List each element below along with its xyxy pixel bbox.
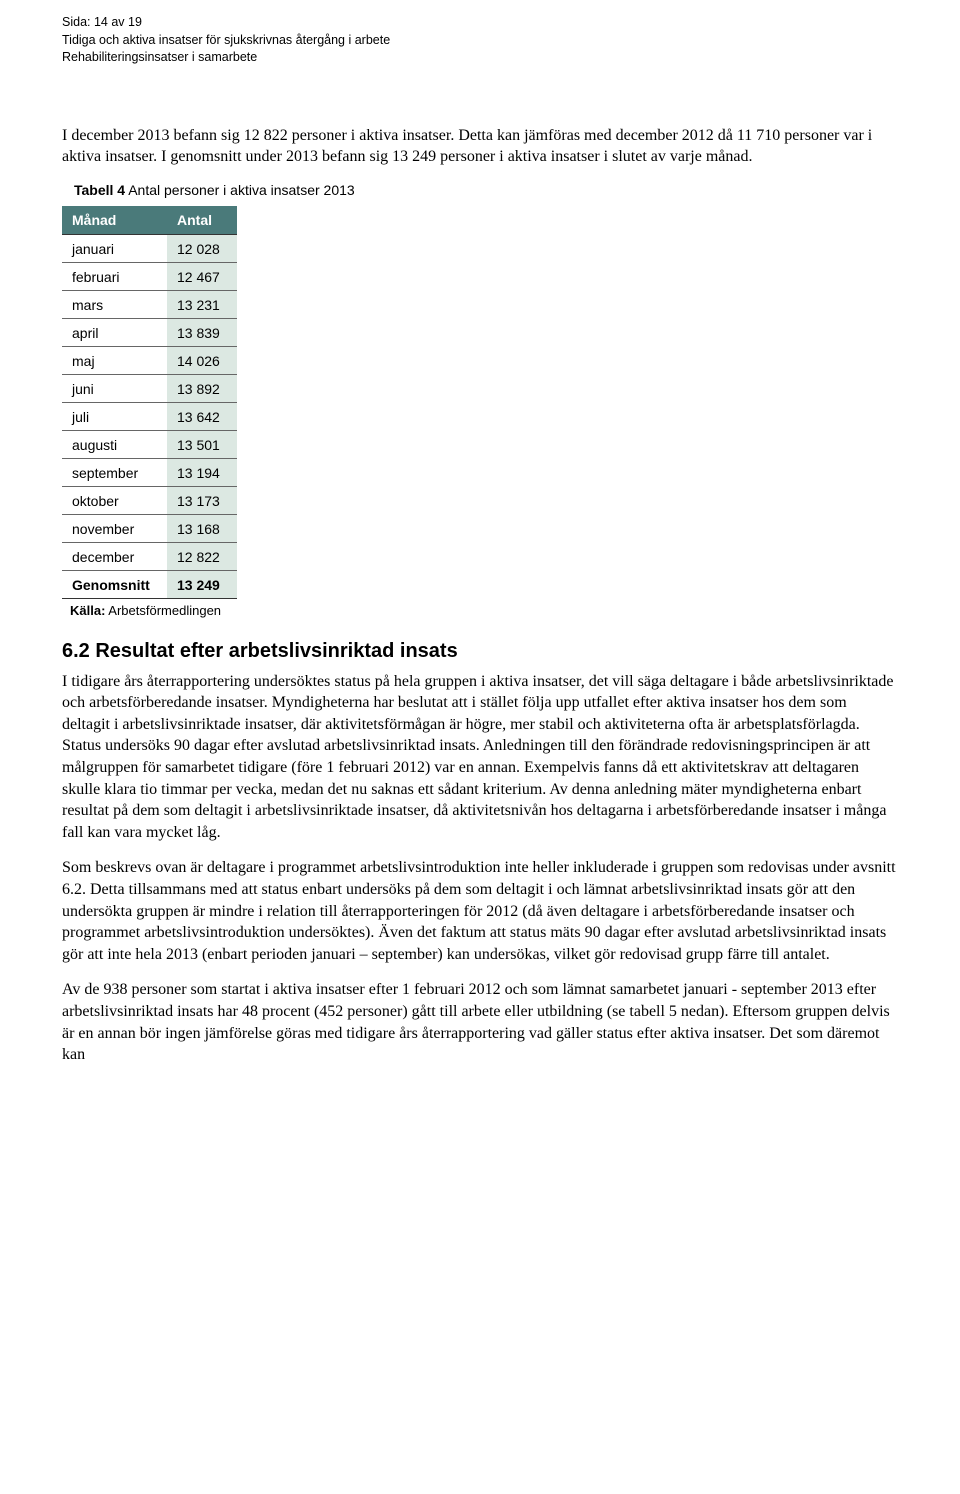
cell-month: augusti <box>62 430 167 458</box>
source-label: Källa: <box>70 603 105 618</box>
table-row: juni13 892 <box>62 374 237 402</box>
summary-value: 13 249 <box>167 570 237 598</box>
table-source: Källa: Arbetsförmedlingen <box>70 603 898 618</box>
page-indicator: Sida: 14 av 19 <box>62 14 898 32</box>
table-label: Tabell 4 <box>74 182 125 198</box>
section-heading: 6.2 Resultat efter arbetslivsinriktad in… <box>62 640 898 663</box>
cell-value: 13 168 <box>167 514 237 542</box>
cell-value: 13 231 <box>167 290 237 318</box>
table-row: maj14 026 <box>62 346 237 374</box>
table-row: december12 822 <box>62 542 237 570</box>
summary-label: Genomsnitt <box>62 570 167 598</box>
section-paragraph-3: Av de 938 personer som startat i aktiva … <box>62 979 898 1065</box>
cell-value: 13 194 <box>167 458 237 486</box>
col-header-month: Månad <box>62 206 167 235</box>
source-value: Arbetsförmedlingen <box>105 603 221 618</box>
cell-month: december <box>62 542 167 570</box>
cell-value: 13 173 <box>167 486 237 514</box>
cell-value: 14 026 <box>167 346 237 374</box>
cell-month: november <box>62 514 167 542</box>
cell-month: maj <box>62 346 167 374</box>
report-title: Tidiga och aktiva insatser för sjukskriv… <box>62 32 898 50</box>
table-header-row: Månad Antal <box>62 206 237 235</box>
cell-value: 12 467 <box>167 262 237 290</box>
cell-value: 13 642 <box>167 402 237 430</box>
section-paragraph-1: I tidigare års återrapportering undersök… <box>62 671 898 844</box>
intro-paragraph: I december 2013 befann sig 12 822 person… <box>62 125 898 168</box>
table-row: februari12 467 <box>62 262 237 290</box>
cell-month: september <box>62 458 167 486</box>
report-subtitle: Rehabiliteringsinsatser i samarbete <box>62 49 898 67</box>
table-row: april13 839 <box>62 318 237 346</box>
page-meta-header: Sida: 14 av 19 Tidiga och aktiva insatse… <box>62 14 898 67</box>
section-paragraph-2: Som beskrevs ovan är deltagare i program… <box>62 857 898 965</box>
table-row: mars13 231 <box>62 290 237 318</box>
col-header-value: Antal <box>167 206 237 235</box>
cell-value: 12 822 <box>167 542 237 570</box>
monthly-data-table: Månad Antal januari12 028februari12 467m… <box>62 206 237 599</box>
table-body: januari12 028februari12 467mars13 231apr… <box>62 234 237 598</box>
table-row: oktober13 173 <box>62 486 237 514</box>
cell-value: 12 028 <box>167 234 237 262</box>
cell-value: 13 892 <box>167 374 237 402</box>
table-title: Antal personer i aktiva insatser 2013 <box>125 182 355 198</box>
cell-month: juli <box>62 402 167 430</box>
table-row: augusti13 501 <box>62 430 237 458</box>
cell-month: juni <box>62 374 167 402</box>
table-row: november13 168 <box>62 514 237 542</box>
cell-value: 13 501 <box>167 430 237 458</box>
cell-month: februari <box>62 262 167 290</box>
cell-month: april <box>62 318 167 346</box>
cell-month: mars <box>62 290 167 318</box>
table-caption: Tabell 4 Antal personer i aktiva insatse… <box>74 182 898 198</box>
table-row: juli13 642 <box>62 402 237 430</box>
table-row: september13 194 <box>62 458 237 486</box>
table-row: januari12 028 <box>62 234 237 262</box>
cell-value: 13 839 <box>167 318 237 346</box>
cell-month: januari <box>62 234 167 262</box>
table-summary-row: Genomsnitt13 249 <box>62 570 237 598</box>
cell-month: oktober <box>62 486 167 514</box>
